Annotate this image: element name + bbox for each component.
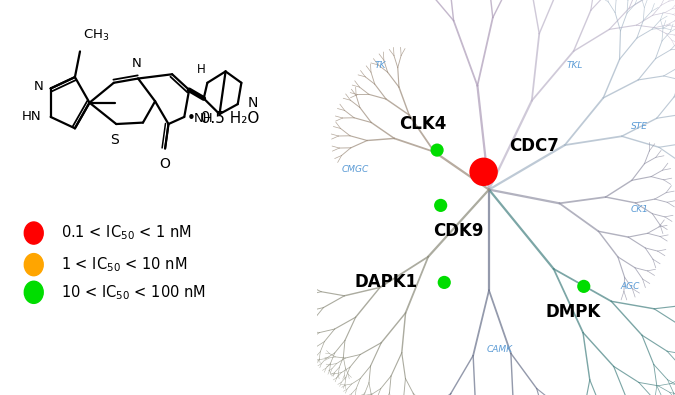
- Text: NH: NH: [194, 113, 213, 125]
- Text: CK1: CK1: [630, 205, 648, 214]
- Text: N: N: [34, 80, 43, 93]
- Point: [478, 169, 489, 175]
- Text: CDK9: CDK9: [433, 222, 484, 240]
- Point: [578, 283, 589, 290]
- Point: [435, 202, 446, 209]
- Text: • 0.5 H₂O: • 0.5 H₂O: [186, 111, 259, 126]
- Text: CAMK: CAMK: [487, 345, 513, 354]
- Text: O: O: [160, 157, 171, 171]
- Text: 0.1 < IC$_{50}$ < 1 nM: 0.1 < IC$_{50}$ < 1 nM: [61, 224, 192, 243]
- Text: DAPK1: DAPK1: [354, 273, 417, 292]
- Circle shape: [24, 281, 43, 303]
- Point: [432, 147, 443, 153]
- Text: CH$_3$: CH$_3$: [82, 28, 109, 43]
- Circle shape: [24, 254, 43, 276]
- Text: 1 < IC$_{50}$ < 10 nM: 1 < IC$_{50}$ < 10 nM: [61, 255, 187, 274]
- Text: STE: STE: [630, 122, 648, 131]
- Point: [439, 279, 450, 286]
- Text: TK: TK: [374, 61, 385, 70]
- Text: N: N: [247, 96, 258, 110]
- Text: CLK4: CLK4: [399, 115, 446, 134]
- Text: DMPK: DMPK: [545, 303, 601, 321]
- Text: CDC7: CDC7: [509, 137, 558, 155]
- Text: AGC: AGC: [620, 282, 640, 291]
- Text: TKL: TKL: [566, 61, 583, 70]
- Text: CMGC: CMGC: [341, 166, 369, 174]
- Circle shape: [24, 222, 43, 244]
- Text: N: N: [132, 57, 141, 70]
- Text: HN: HN: [22, 111, 41, 123]
- Text: 10 < IC$_{50}$ < 100 nM: 10 < IC$_{50}$ < 100 nM: [61, 283, 206, 302]
- Text: H: H: [196, 63, 205, 76]
- Text: S: S: [110, 133, 119, 147]
